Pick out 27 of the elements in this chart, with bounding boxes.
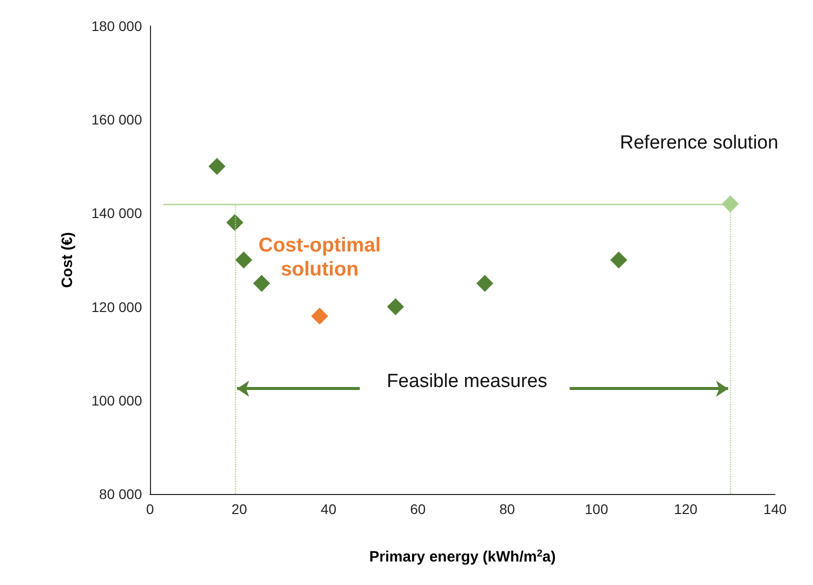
x-tick-label: 60 <box>410 501 426 517</box>
y-tick-label: 80 000 <box>99 486 142 502</box>
x-tick-label: 100 <box>584 501 608 517</box>
x-tick-label: 80 <box>499 501 516 517</box>
y-tick-label: 180 000 <box>91 18 142 34</box>
point <box>235 252 252 268</box>
point <box>226 214 244 232</box>
point <box>476 274 494 292</box>
annotation: Feasible measures <box>386 371 548 392</box>
point <box>387 298 404 316</box>
annotation: Cost-optimal solution <box>258 234 381 281</box>
y-tick-label: 100 000 <box>91 392 142 408</box>
y-tick-label: 160 000 <box>91 112 142 128</box>
point <box>722 195 739 212</box>
point <box>311 308 328 325</box>
x-tick-label: 0 <box>146 501 154 517</box>
point <box>253 274 270 292</box>
y-axis-title: Cost (€) <box>59 232 76 288</box>
x-tick-label: 40 <box>320 501 337 517</box>
annotation: Reference solution <box>620 132 778 154</box>
x-tick-label: 120 <box>674 501 698 517</box>
point <box>610 252 628 268</box>
x-tick-label: 140 <box>763 501 787 517</box>
point <box>208 158 226 175</box>
y-tick-label: 140 000 <box>91 205 142 222</box>
x-tick-label: 20 <box>231 501 248 517</box>
y-tick-label: 120 000 <box>91 298 142 315</box>
